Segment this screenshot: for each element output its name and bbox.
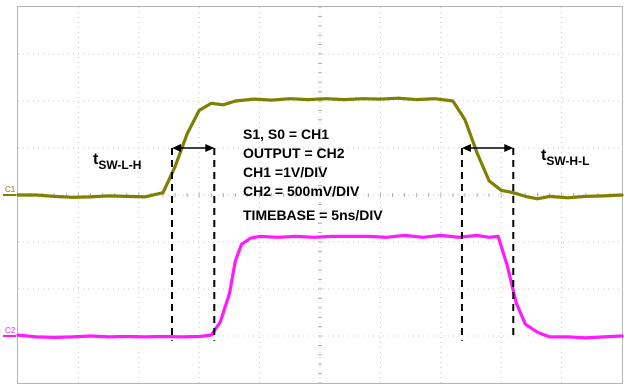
timing-arrow-head (205, 144, 215, 152)
t-sw-l-h-label: tSW-L-H (93, 151, 141, 172)
setting-timebase: TIMEBASE = 5ns/DIV (243, 207, 383, 223)
waveform-c1 (16, 96, 624, 201)
channel-label-c2: C2 (5, 326, 16, 335)
timing-arrow-head (461, 144, 471, 152)
t-sw-h-l-label: tSW-H-L (541, 147, 589, 168)
setting-output: OUTPUT = CH2 (243, 145, 345, 161)
channel-label-c1: C1 (5, 185, 16, 194)
setting-s1-s0: S1, S0 = CH1 (243, 126, 329, 142)
waveform-c2 (16, 233, 624, 340)
channel-label-layer: C1 C2 (3, 185, 16, 337)
setting-ch2: CH2 = 500mV/DIV (243, 183, 360, 199)
timing-arrow-head (504, 144, 514, 152)
marker-layer (171, 144, 515, 341)
settings-block: S1, S0 = CH1 OUTPUT = CH2 CH1 =1V/DIV CH… (243, 126, 383, 223)
timing-arrow-head (172, 144, 182, 152)
series-layer (16, 96, 624, 340)
setting-ch1: CH1 =1V/DIV (243, 164, 328, 180)
